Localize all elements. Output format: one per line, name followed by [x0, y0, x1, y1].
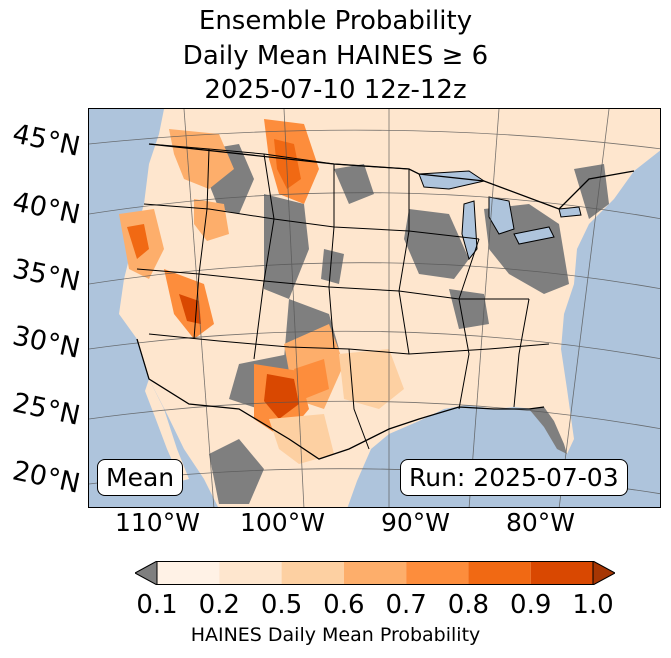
colorbar-tick-label: 0.5 [260, 590, 303, 620]
title-line-1: Ensemble Probability [198, 6, 473, 36]
colorbar-label: HAINES Daily Mean Probability [190, 624, 481, 646]
colorbar-tick-label: 0.9 [510, 590, 552, 620]
colorbar [135, 561, 615, 585]
lon-label-110: 110°W [115, 508, 200, 537]
colorbar-tick-label: 0.7 [385, 590, 427, 620]
colorbar-tick-label: 0.1 [136, 590, 178, 620]
map-graphic [89, 109, 660, 507]
colorbar-over-arrow [592, 561, 615, 585]
us-outline [136, 143, 635, 460]
lat-label-20: 20°N [9, 455, 83, 500]
colorbar-segment [406, 561, 469, 585]
florida-land [529, 407, 567, 454]
lat-label-40: 40°N [9, 186, 83, 231]
state-borders [136, 143, 550, 450]
colorbar-segments [157, 561, 593, 585]
colorbar-segment [219, 561, 282, 585]
baja-land [145, 379, 189, 481]
colorbar-segment [343, 561, 407, 585]
colorbar-tick-label: 0.2 [198, 590, 240, 620]
lon-label-80: 80°W [506, 508, 576, 537]
lat-label-35: 35°N [9, 253, 83, 298]
mean-label-box: Mean [97, 459, 184, 496]
probability-zones [119, 119, 404, 464]
lon-label-90: 90°W [381, 508, 451, 537]
colorbar-frame [156, 561, 594, 585]
colorbar-segment [468, 561, 531, 585]
colorbar-segment [530, 561, 593, 585]
lat-label-30: 30°N [9, 320, 83, 365]
map-panel [88, 108, 661, 508]
lat-label-25: 25°N [9, 387, 83, 432]
colorbar-segment [157, 561, 220, 585]
colorbar-tick-label: 0.6 [323, 590, 365, 620]
lat-label-45: 45°N [9, 118, 83, 163]
colorbar-tick-label: 0.8 [447, 590, 490, 620]
title-line-2: Daily Mean HAINES ≥ 6 [182, 41, 489, 71]
title-line-3: 2025-07-10 12z-12z [204, 75, 467, 105]
colorbar-segment [281, 561, 344, 585]
run-date-box: Run: 2025-07-03 [400, 459, 628, 496]
lon-label-100: 100°W [240, 508, 325, 537]
graticule [89, 109, 660, 507]
colorbar-under-arrow [135, 561, 158, 585]
colorbar-tick-label: 1.0 [572, 590, 614, 620]
